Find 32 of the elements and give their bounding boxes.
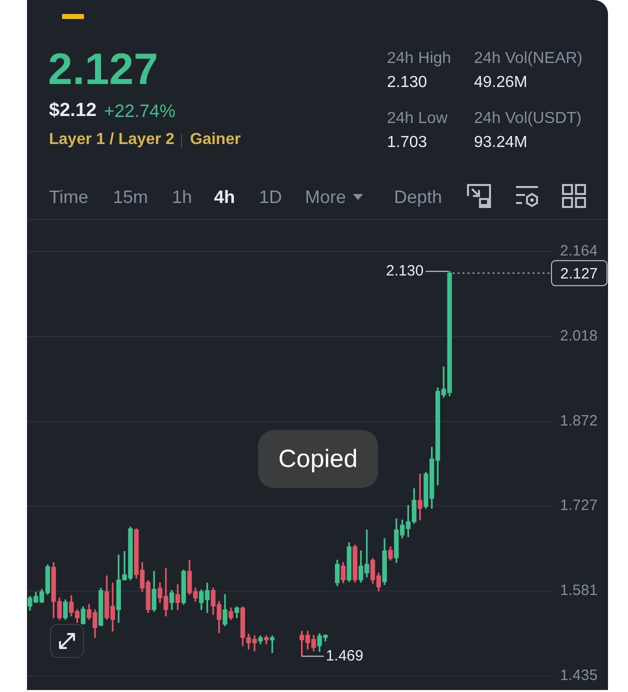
text: $2.12 xyxy=(49,100,97,121)
text: Time xyxy=(49,186,88,207)
text: 24h Low xyxy=(387,110,448,128)
ref-line-label: 2.127 xyxy=(560,265,598,282)
text: 4h xyxy=(214,186,236,207)
text: 1D xyxy=(259,186,282,207)
text: 24h High xyxy=(387,50,452,68)
text: 15m xyxy=(113,186,148,207)
text: Gainer xyxy=(190,131,241,148)
text: 2.130 xyxy=(387,74,428,92)
text: 1.703 xyxy=(387,134,428,152)
y-tick-label: 2.164 xyxy=(560,242,598,260)
annotation: 1.469 xyxy=(326,647,364,664)
text: 1h xyxy=(172,186,192,207)
text: 93.24M xyxy=(474,134,528,152)
annotation: 2.130 xyxy=(386,262,424,280)
text: 24h Vol(USDT) xyxy=(474,110,582,128)
y-tick-label: 2.018 xyxy=(560,328,598,345)
annotation: Copied xyxy=(278,444,358,474)
text: Layer 1 / Layer 2 xyxy=(49,131,174,148)
candlestick xyxy=(418,474,422,520)
text: Depth xyxy=(394,186,442,207)
y-tick-label: 1.872 xyxy=(560,412,598,430)
text: More xyxy=(305,186,346,207)
y-tick-label: 1.581 xyxy=(560,582,598,600)
toast: Copied xyxy=(258,430,378,488)
y-tick-label: 1.435 xyxy=(560,667,598,684)
text: +22.74% xyxy=(104,100,176,121)
y-tick-label: 1.727 xyxy=(560,497,598,514)
text: 49.26M xyxy=(474,74,528,92)
text: 24h Vol(NEAR) xyxy=(474,50,582,68)
text: 2.127 xyxy=(48,44,158,94)
